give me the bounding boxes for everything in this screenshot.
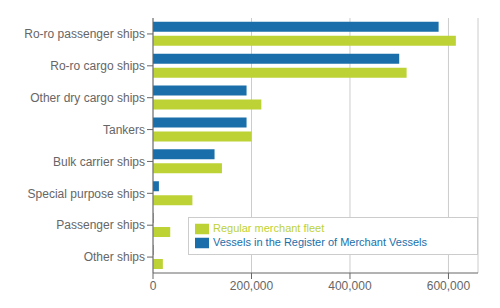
svg-text:Tankers: Tankers [103,123,145,137]
html-text:Vessels in the Register of Mer: Vessels in the Register of Merchant Vess… [213,236,427,249]
svg-text:0: 0 [150,279,157,293]
svg-text:Ro-ro cargo ships: Ro-ro cargo ships [50,59,145,73]
svg-text:200,000: 200,000 [230,279,274,293]
svg-text:Special purpose ships: Special purpose ships [28,187,145,201]
svg-text:400,000: 400,000 [328,279,372,293]
svg-text:600,000: 600,000 [427,279,471,293]
svg-text:Bulk carrier ships: Bulk carrier ships [53,155,145,169]
svg-text:Other ships: Other ships [84,250,145,264]
svg-text:Passenger ships: Passenger ships [56,218,145,232]
svg-text:Other dry cargo ships: Other dry cargo ships [30,91,145,105]
svg-text:Ro-ro passenger ships: Ro-ro passenger ships [24,27,145,41]
html-text:Regular merchant fleet: Regular merchant fleet [213,222,325,234]
